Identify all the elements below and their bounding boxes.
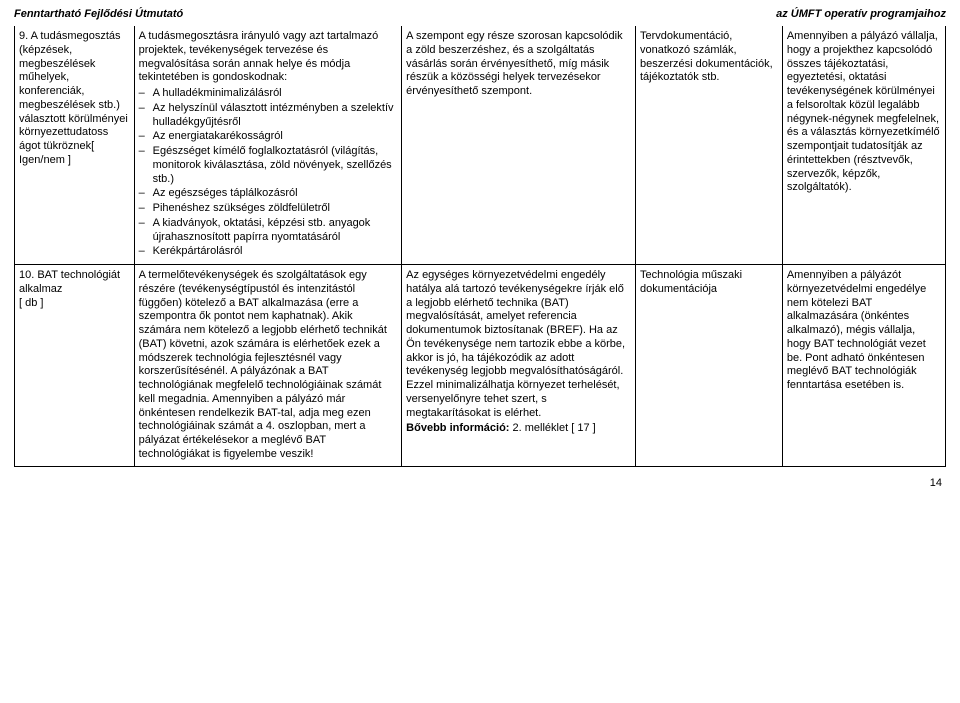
cell-text: Az egységes környezetvédelmi engedély ha…	[406, 269, 631, 420]
cell-text: Technológia műszaki dokumentációja	[640, 269, 742, 295]
list-item: Az egészséges táplálkozásról	[139, 187, 398, 201]
page-container: Fenntartható Fejlődési Útmutató az ÚMFT …	[0, 0, 960, 501]
table-row: 10. BAT technológiát alkalmaz [ db ] A t…	[15, 265, 946, 467]
cell-criterion: 10. BAT technológiát alkalmaz [ db ]	[15, 265, 135, 467]
cell-criterion: 9. A tudásmegosztás (képzések, megbeszél…	[15, 26, 135, 265]
list-item-text: A hulladékminimalizálásról	[153, 87, 282, 99]
list-item-text: A kiadványok, oktatási, képzési stb. any…	[153, 217, 371, 243]
cell-aspect: A szempont egy része szorosan kapcsolódi…	[402, 26, 636, 265]
list-item-text: Az egészséges táplálkozásról	[153, 187, 298, 199]
cell-documentation: Technológia műszaki dokumentációja	[636, 265, 783, 467]
cell-text: A szempont egy része szorosan kapcsolódi…	[406, 30, 622, 97]
cell-text: Amennyiben a pályázót környezetvédelmi e…	[787, 269, 926, 391]
header-row: Fenntartható Fejlődési Útmutató az ÚMFT …	[14, 8, 946, 20]
list-item: A kiadványok, oktatási, képzési stb. any…	[139, 217, 398, 245]
cell-condition: Amennyiben a pályázót környezetvédelmi e…	[782, 265, 945, 467]
header-right: az ÚMFT operatív programjaihoz	[776, 8, 946, 20]
list-item: Kerékpártárolásról	[139, 245, 398, 259]
cell-aspect: Az egységes környezetvédelmi engedély ha…	[402, 265, 636, 467]
list-item: Az energiatakarékosságról	[139, 130, 398, 144]
header-left: Fenntartható Fejlődési Útmutató	[14, 8, 183, 20]
cell-text: Tervdokumentáció, vonatkozó számlák, bes…	[640, 30, 773, 83]
cell-text: 2. melléklet [ 17 ]	[509, 422, 595, 434]
list-item-text: Egészséget kímélő foglalkoztatásról (vil…	[153, 145, 392, 185]
cell-text: A termelőtevékenységek és szolgáltatások…	[139, 269, 387, 460]
list-item-text: Pihenéshez szükséges zöldfelületről	[153, 202, 330, 214]
list-item-text: Kerékpártárolásról	[153, 245, 243, 257]
bullet-list: A hulladékminimalizálásról Az helyszínül…	[139, 87, 398, 259]
page-number: 14	[14, 477, 946, 489]
cell-text: Amennyiben a pályázó vállalja, hogy a pr…	[787, 30, 940, 193]
cell-documentation: Tervdokumentáció, vonatkozó számlák, bes…	[636, 26, 783, 265]
list-item-text: Az energiatakarékosságról	[153, 130, 283, 142]
list-item: Egészséget kímélő foglalkoztatásról (vil…	[139, 145, 398, 186]
cell-description: A tudásmegosztásra irányuló vagy azt tar…	[134, 26, 402, 265]
list-item: A hulladékminimalizálásról	[139, 87, 398, 101]
table-row: 9. A tudásmegosztás (képzések, megbeszél…	[15, 26, 946, 265]
data-table: 9. A tudásmegosztás (képzések, megbeszél…	[14, 26, 946, 467]
bold-label: Bővebb információ:	[406, 422, 509, 434]
cell-more-info: Bővebb információ: 2. melléklet [ 17 ]	[406, 422, 631, 436]
cell-condition: Amennyiben a pályázó vállalja, hogy a pr…	[782, 26, 945, 265]
list-item-text: Az helyszínül választott intézményben a …	[153, 102, 394, 128]
cell-description: A termelőtevékenységek és szolgáltatások…	[134, 265, 402, 467]
cell-text: 9. A tudásmegosztás (képzések, megbeszél…	[19, 30, 128, 166]
list-item: Az helyszínül választott intézményben a …	[139, 102, 398, 130]
cell-intro: A tudásmegosztásra irányuló vagy azt tar…	[139, 30, 398, 85]
cell-text: 10. BAT technológiát alkalmaz	[19, 269, 130, 297]
cell-text: [ db ]	[19, 297, 130, 311]
list-item: Pihenéshez szükséges zöldfelületről	[139, 202, 398, 216]
